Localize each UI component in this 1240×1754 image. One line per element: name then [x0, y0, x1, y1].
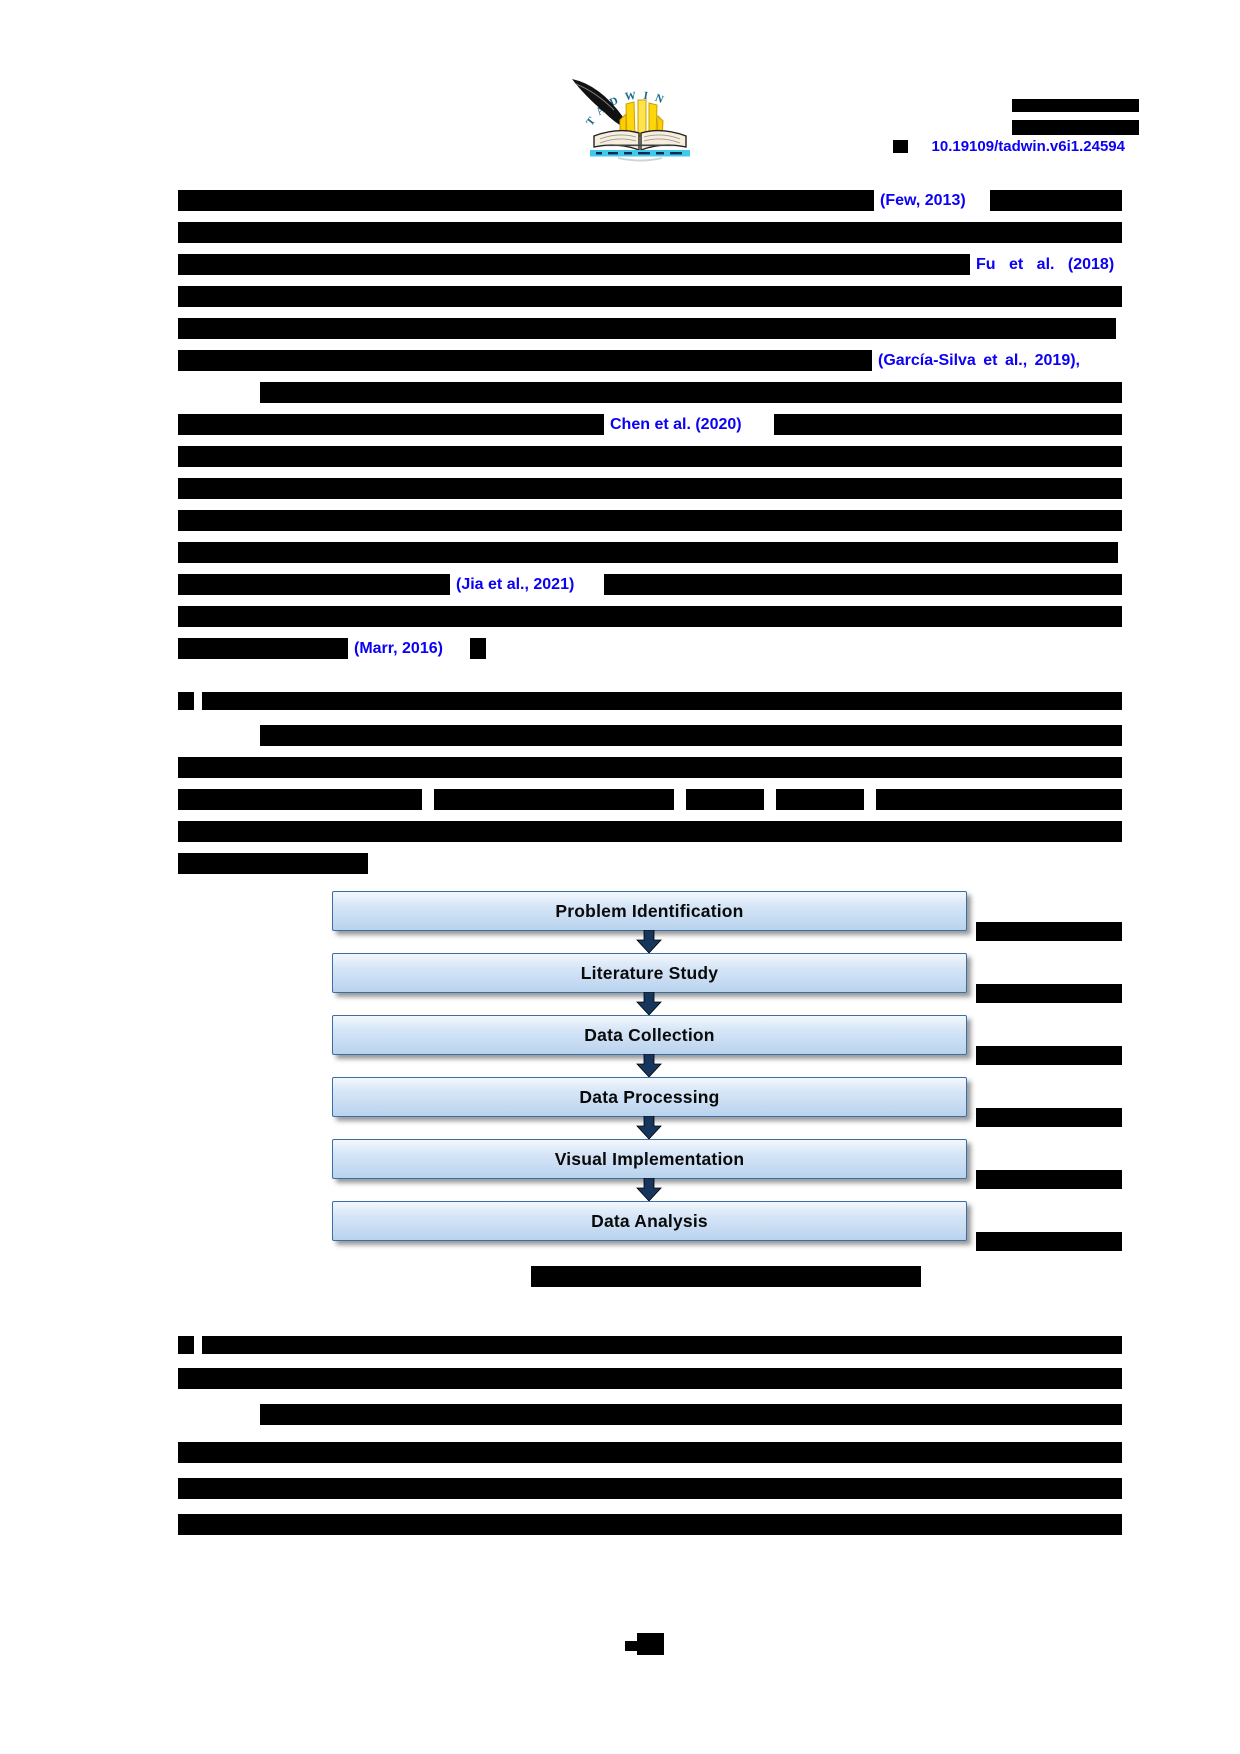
- citation-marr-2016[interactable]: (Marr, 2016): [354, 640, 443, 657]
- redaction-bar: [1012, 99, 1139, 112]
- citation-jia-2021[interactable]: (Jia et al., 2021): [456, 576, 575, 593]
- flowchart-step-label: Visual Implementation: [554, 1148, 745, 1169]
- redaction-bar: [976, 1232, 1122, 1251]
- redaction-bar: [178, 789, 422, 810]
- redaction-bar: [178, 1514, 1122, 1535]
- redaction-bar: [976, 1046, 1122, 1065]
- redaction-bar: [178, 446, 1122, 467]
- redaction-bar: [178, 1368, 1122, 1389]
- redaction-bar: [178, 853, 368, 874]
- redaction-bar: [1012, 120, 1139, 135]
- redaction-bar: [976, 984, 1122, 1003]
- redaction-bar: [202, 692, 1122, 710]
- redaction-bar: [776, 789, 864, 810]
- redaction-bar: [260, 382, 1122, 403]
- redaction-bar: [178, 510, 1122, 531]
- redaction-bar: [604, 574, 1122, 595]
- citation-fu-2018[interactable]: Fu et al. (2018): [976, 256, 1115, 273]
- journal-logo: TADWIN: [572, 79, 690, 162]
- redaction-bar: [976, 922, 1122, 941]
- redaction-bar: [178, 478, 1122, 499]
- redaction-bar: [178, 222, 1122, 243]
- down-arrow-icon: [636, 992, 662, 1015]
- redaction-bar: [178, 542, 1118, 563]
- redaction-bar: [178, 757, 1122, 778]
- redaction-bar: [178, 638, 348, 659]
- redaction-bar: [178, 1442, 1122, 1463]
- redaction-bar: [260, 725, 1122, 746]
- redaction-bar: [434, 789, 674, 810]
- flowchart-step-label: Data Processing: [579, 1086, 720, 1107]
- down-arrow-icon: [636, 1178, 662, 1201]
- redaction-bar: [637, 1633, 664, 1655]
- redaction-bar: [178, 318, 1116, 339]
- down-arrow-icon: [636, 1054, 662, 1077]
- redaction-bar: [260, 1404, 1122, 1425]
- redaction-bar: [625, 1641, 637, 1651]
- logo-caption-line: [606, 144, 674, 147]
- flowchart-step-label: Literature Study: [580, 962, 719, 983]
- flowchart-step-problem-identification: Problem Identification: [332, 891, 967, 931]
- redaction-bar: [876, 789, 1122, 810]
- redaction-bar: [976, 1170, 1122, 1189]
- citation-chen-2020[interactable]: Chen et al. (2020): [610, 416, 742, 433]
- flowchart-step-data-analysis: Data Analysis: [332, 1201, 967, 1241]
- redaction-bar: [178, 821, 1122, 842]
- down-arrow-icon: [636, 930, 662, 953]
- flowchart-step-data-processing: Data Processing: [332, 1077, 967, 1117]
- flowchart-step-literature-study: Literature Study: [332, 953, 967, 993]
- redaction-bar: [178, 414, 604, 435]
- flowchart-step-label: Data Collection: [584, 1024, 715, 1045]
- redaction-bar: [178, 574, 450, 595]
- redaction-bar: [178, 254, 970, 275]
- flowchart-step-visual-implementation: Visual Implementation: [332, 1139, 967, 1179]
- redaction-bar: [990, 190, 1122, 211]
- doi-link[interactable]: 10.19109/tadwin.v6i1.24594: [931, 138, 1125, 155]
- redaction-bar: [531, 1266, 921, 1287]
- redaction-bar: [976, 1108, 1122, 1127]
- redaction-bar: [178, 1478, 1122, 1499]
- flowchart-step-label: Problem Identification: [555, 900, 744, 921]
- redaction-bar: [178, 692, 194, 710]
- redaction-bar: [178, 286, 1122, 307]
- citation-garcia-silva-2019[interactable]: (García-Silva et al., 2019),: [878, 352, 1080, 369]
- redaction-bar: [178, 1336, 194, 1354]
- flowchart-step-data-collection: Data Collection: [332, 1015, 967, 1055]
- redaction-bar: [202, 1336, 1122, 1354]
- flowchart-step-label: Data Analysis: [591, 1210, 708, 1231]
- redaction-bar: [470, 638, 486, 659]
- redaction-bar: [774, 414, 1122, 435]
- logo-band: [590, 150, 690, 162]
- redaction-bar: [893, 140, 908, 153]
- redaction-bar: [178, 190, 874, 211]
- redaction-bar: [178, 350, 872, 371]
- redaction-bar: [178, 606, 1122, 627]
- redaction-bar: [686, 789, 764, 810]
- down-arrow-icon: [636, 1116, 662, 1139]
- citation-few-2013[interactable]: (Few, 2013): [880, 192, 966, 209]
